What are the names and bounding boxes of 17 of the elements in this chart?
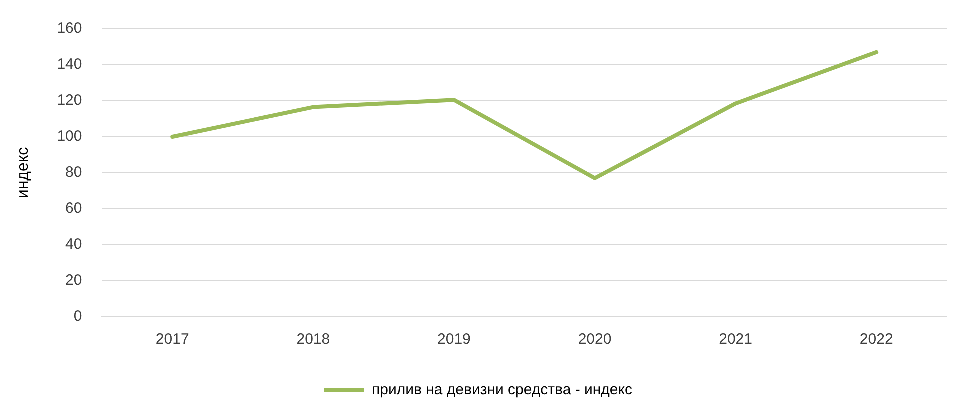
y-tick-label: 120	[57, 92, 82, 110]
y-tick-label: 140	[57, 56, 82, 74]
y-axis-title: индекс	[15, 147, 32, 199]
x-tick-label: 2020	[578, 331, 612, 348]
y-tick-label: 160	[57, 20, 82, 38]
x-tick-label: 2017	[156, 331, 190, 348]
x-tick-label: 2022	[860, 331, 894, 348]
x-tick-label: 2019	[438, 331, 471, 348]
y-tick-label: 40	[66, 236, 82, 254]
legend-label: прилив на девизни средства - индекс	[372, 382, 633, 399]
y-tick-label: 0	[74, 308, 82, 326]
y-tick-label: 100	[57, 128, 82, 146]
y-tick-label: 80	[66, 164, 82, 182]
x-tick-label: 2021	[719, 331, 752, 348]
y-tick-label: 20	[66, 272, 82, 290]
x-tick-label: 2018	[296, 331, 330, 348]
y-tick-label: 60	[66, 200, 82, 218]
